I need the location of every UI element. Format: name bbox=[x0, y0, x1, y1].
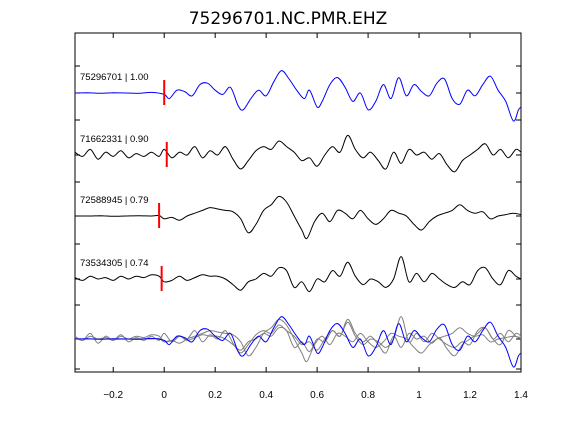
trace-line bbox=[74, 134, 522, 173]
x-tick-label: 1.2 bbox=[463, 390, 477, 401]
trace-labels: 75296701 | 1.00 71662331 | 0.90 72588945 |… bbox=[80, 72, 149, 269]
plot-frame bbox=[74, 32, 522, 373]
overlay-trace-line bbox=[74, 318, 522, 357]
x-tick-label: −0.2 bbox=[103, 390, 123, 401]
x-tick-label: 0.6 bbox=[310, 390, 324, 401]
pick-markers bbox=[158, 80, 168, 291]
x-tick-label: 0.2 bbox=[208, 390, 222, 401]
trace-line bbox=[74, 70, 522, 122]
overlay-trace-line bbox=[74, 316, 522, 353]
trace-label: 71662331 | 0.90 bbox=[80, 134, 149, 145]
overlay-stack bbox=[74, 316, 522, 368]
trace-line bbox=[74, 256, 522, 293]
traces bbox=[74, 70, 522, 293]
x-tick-label: 1 bbox=[416, 390, 422, 401]
trace-label: 75296701 | 1.00 bbox=[80, 72, 149, 83]
overlay-reference-line bbox=[74, 316, 522, 368]
trace-line bbox=[74, 195, 522, 240]
x-tick-label: 1.4 bbox=[514, 390, 528, 401]
x-tick-labels: −0.2 0 0.2 0.4 0.6 0.8 1 1.2 1.4 bbox=[103, 390, 528, 401]
trace-label: 72588945 | 0.79 bbox=[80, 195, 149, 206]
x-tick-label: 0.4 bbox=[259, 390, 273, 401]
chart-title: 75296701.NC.PMR.EHZ bbox=[189, 9, 388, 29]
x-tick-label: 0 bbox=[161, 390, 167, 401]
x-tick-label: 0.8 bbox=[361, 390, 375, 401]
trace-label: 73534305 | 0.74 bbox=[80, 258, 149, 269]
